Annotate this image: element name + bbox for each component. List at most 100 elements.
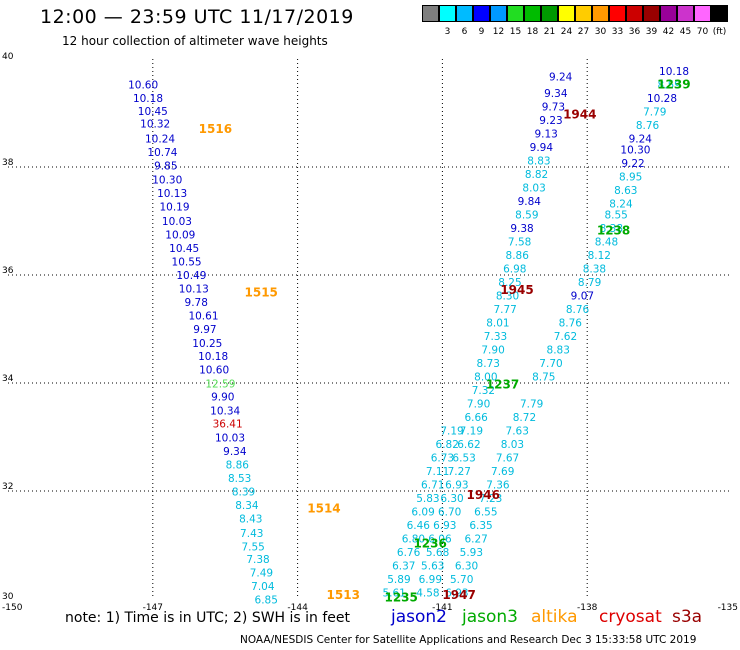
satellite-key-cryosat: cryosat — [599, 607, 662, 627]
wave-height-value: 10.25 — [192, 338, 222, 350]
wave-height-value: 7.32 — [472, 385, 495, 397]
wave-height-value: 10.45 — [169, 243, 199, 255]
scale-label: 45 — [679, 27, 692, 37]
satellite-key-s3a: s3a — [672, 607, 703, 627]
wave-height-value: 7.62 — [554, 331, 577, 343]
scale-swatch — [609, 5, 626, 22]
wave-height-value: 6.85 — [255, 594, 278, 606]
wave-height-value: 9.34 — [223, 446, 247, 458]
wave-height-value: 8.76 — [559, 317, 583, 329]
wave-height-value: 10.18 — [133, 93, 163, 105]
wave-height-value: 6.73 — [431, 452, 454, 464]
scale-label: 6 — [461, 27, 468, 37]
credit-line: NOAA/NESDIS Center for Satellite Applica… — [240, 634, 697, 646]
scale-label: 15 — [509, 27, 522, 37]
wave-height-value: 7.90 — [481, 344, 504, 356]
scale-label: 24 — [560, 27, 573, 37]
wave-height-value: 7.79 — [520, 398, 543, 410]
wave-height-value: 10.24 — [145, 134, 175, 146]
wave-height-value: 8.83 — [547, 344, 570, 356]
pass-time-label: 1235 — [384, 591, 417, 605]
wave-height-value: 6.55 — [474, 506, 497, 518]
pass-time-label: 1237 — [486, 377, 519, 391]
wave-height-value: 10.49 — [176, 270, 206, 282]
scale-label: 70 — [696, 27, 709, 37]
wave-height-value: 9.22 — [621, 158, 644, 170]
wave-height-value: 10.09 — [165, 229, 195, 241]
wave-height-value: 10.30 — [620, 145, 650, 157]
wave-height-value: 10.19 — [159, 202, 189, 214]
wave-height-value: 6.93 — [445, 479, 468, 491]
wave-height-value: 8.76 — [636, 120, 660, 132]
wave-height-value: 10.61 — [188, 310, 218, 322]
wave-height-value: 6.71 — [421, 479, 444, 491]
wave-height-value: 6.93 — [445, 587, 468, 599]
scale-label: 42 — [662, 27, 675, 37]
wave-height-value: 9.34 — [544, 88, 568, 100]
wave-height-value: 7.63 — [506, 425, 529, 437]
wave-height-value: 8.79 — [578, 277, 601, 289]
map-subtitle: 12 hour collection of altimeter wave hei… — [62, 34, 328, 48]
wave-height-value: 9.07 — [571, 290, 594, 302]
pass-time-label: 1516 — [199, 122, 232, 136]
wave-height-value: 7.23 — [479, 493, 502, 505]
wave-height-value: 10.30 — [152, 175, 182, 187]
wave-height-value: 8.55 — [604, 209, 627, 221]
wave-height-value: 6.53 — [452, 452, 475, 464]
scale-swatch — [575, 5, 592, 22]
lon-label: -144 — [287, 603, 308, 613]
wave-height-value: 6.35 — [469, 520, 492, 532]
wave-height-value: 7.11 — [426, 466, 449, 478]
scale-label: 21 — [543, 27, 556, 37]
scale-label: 9 — [478, 27, 485, 37]
lon-label: -141 — [432, 603, 452, 613]
wave-height-value: 7.58 — [508, 236, 531, 248]
wave-height-value: 9.90 — [211, 391, 234, 403]
lat-label: 34 — [2, 374, 14, 384]
wave-height-value: 4.58 — [416, 587, 439, 599]
wave-height-value: 8.38 — [600, 223, 623, 235]
wave-height-value: 6.93 — [433, 520, 456, 532]
wave-height-value: 5.83 — [416, 493, 439, 505]
wave-height-value: 10.13 — [179, 283, 209, 295]
wave-height-value: 7.33 — [484, 331, 507, 343]
lat-label: 32 — [2, 482, 13, 492]
wave-height-value: 7.43 — [240, 528, 263, 540]
wave-height-value: 6.70 — [438, 506, 461, 518]
wave-height-value: 7.79 — [643, 107, 666, 119]
wave-height-value: 7.55 — [241, 541, 264, 553]
wave-height-value: 8.59 — [515, 209, 538, 221]
wave-height-value: 10.03 — [215, 432, 245, 444]
wave-height-value: 8.53 — [228, 473, 251, 485]
wave-height-value: 6.76 — [397, 547, 421, 559]
scale-swatch — [643, 5, 660, 22]
wave-height-value: 6.62 — [457, 439, 480, 451]
wave-height-value: 12.59 — [205, 378, 235, 390]
wave-height-value: 7.04 — [251, 581, 275, 593]
wave-height-value: 10.45 — [138, 106, 168, 118]
wave-height-value: 9.23 — [539, 115, 562, 127]
wave-height-value: 36.41 — [213, 418, 243, 430]
wave-height-value: 6.09 — [411, 506, 434, 518]
wave-height-value: 10.18 — [659, 66, 689, 78]
scale-swatch — [422, 5, 439, 22]
wave-height-value: 10.74 — [147, 147, 177, 159]
pass-time-label: 1239 — [657, 78, 690, 92]
wave-height-value: 10.60 — [199, 364, 229, 376]
wave-height-value: 8.34 — [235, 500, 259, 512]
pass-time-label: 1946 — [467, 488, 500, 502]
wave-height-value: 7.36 — [486, 479, 510, 491]
satellite-key-jason2: jason2 — [391, 607, 447, 627]
wave-height-value: 6.98 — [503, 263, 526, 275]
pass-time-label: 1944 — [563, 107, 596, 121]
wave-height-value: 6.46 — [407, 520, 431, 532]
wave-height-value: 9.85 — [154, 161, 177, 173]
wave-height-value: 10.18 — [198, 351, 228, 363]
scale-swatch — [541, 5, 558, 22]
wave-height-value: 8.63 — [614, 185, 637, 197]
wave-height-value: 6.99 — [419, 574, 442, 586]
wave-height-value: 8.24 — [609, 199, 633, 211]
wave-height-value: 7.38 — [246, 554, 269, 566]
wave-height-value: 8.86 — [226, 459, 250, 471]
